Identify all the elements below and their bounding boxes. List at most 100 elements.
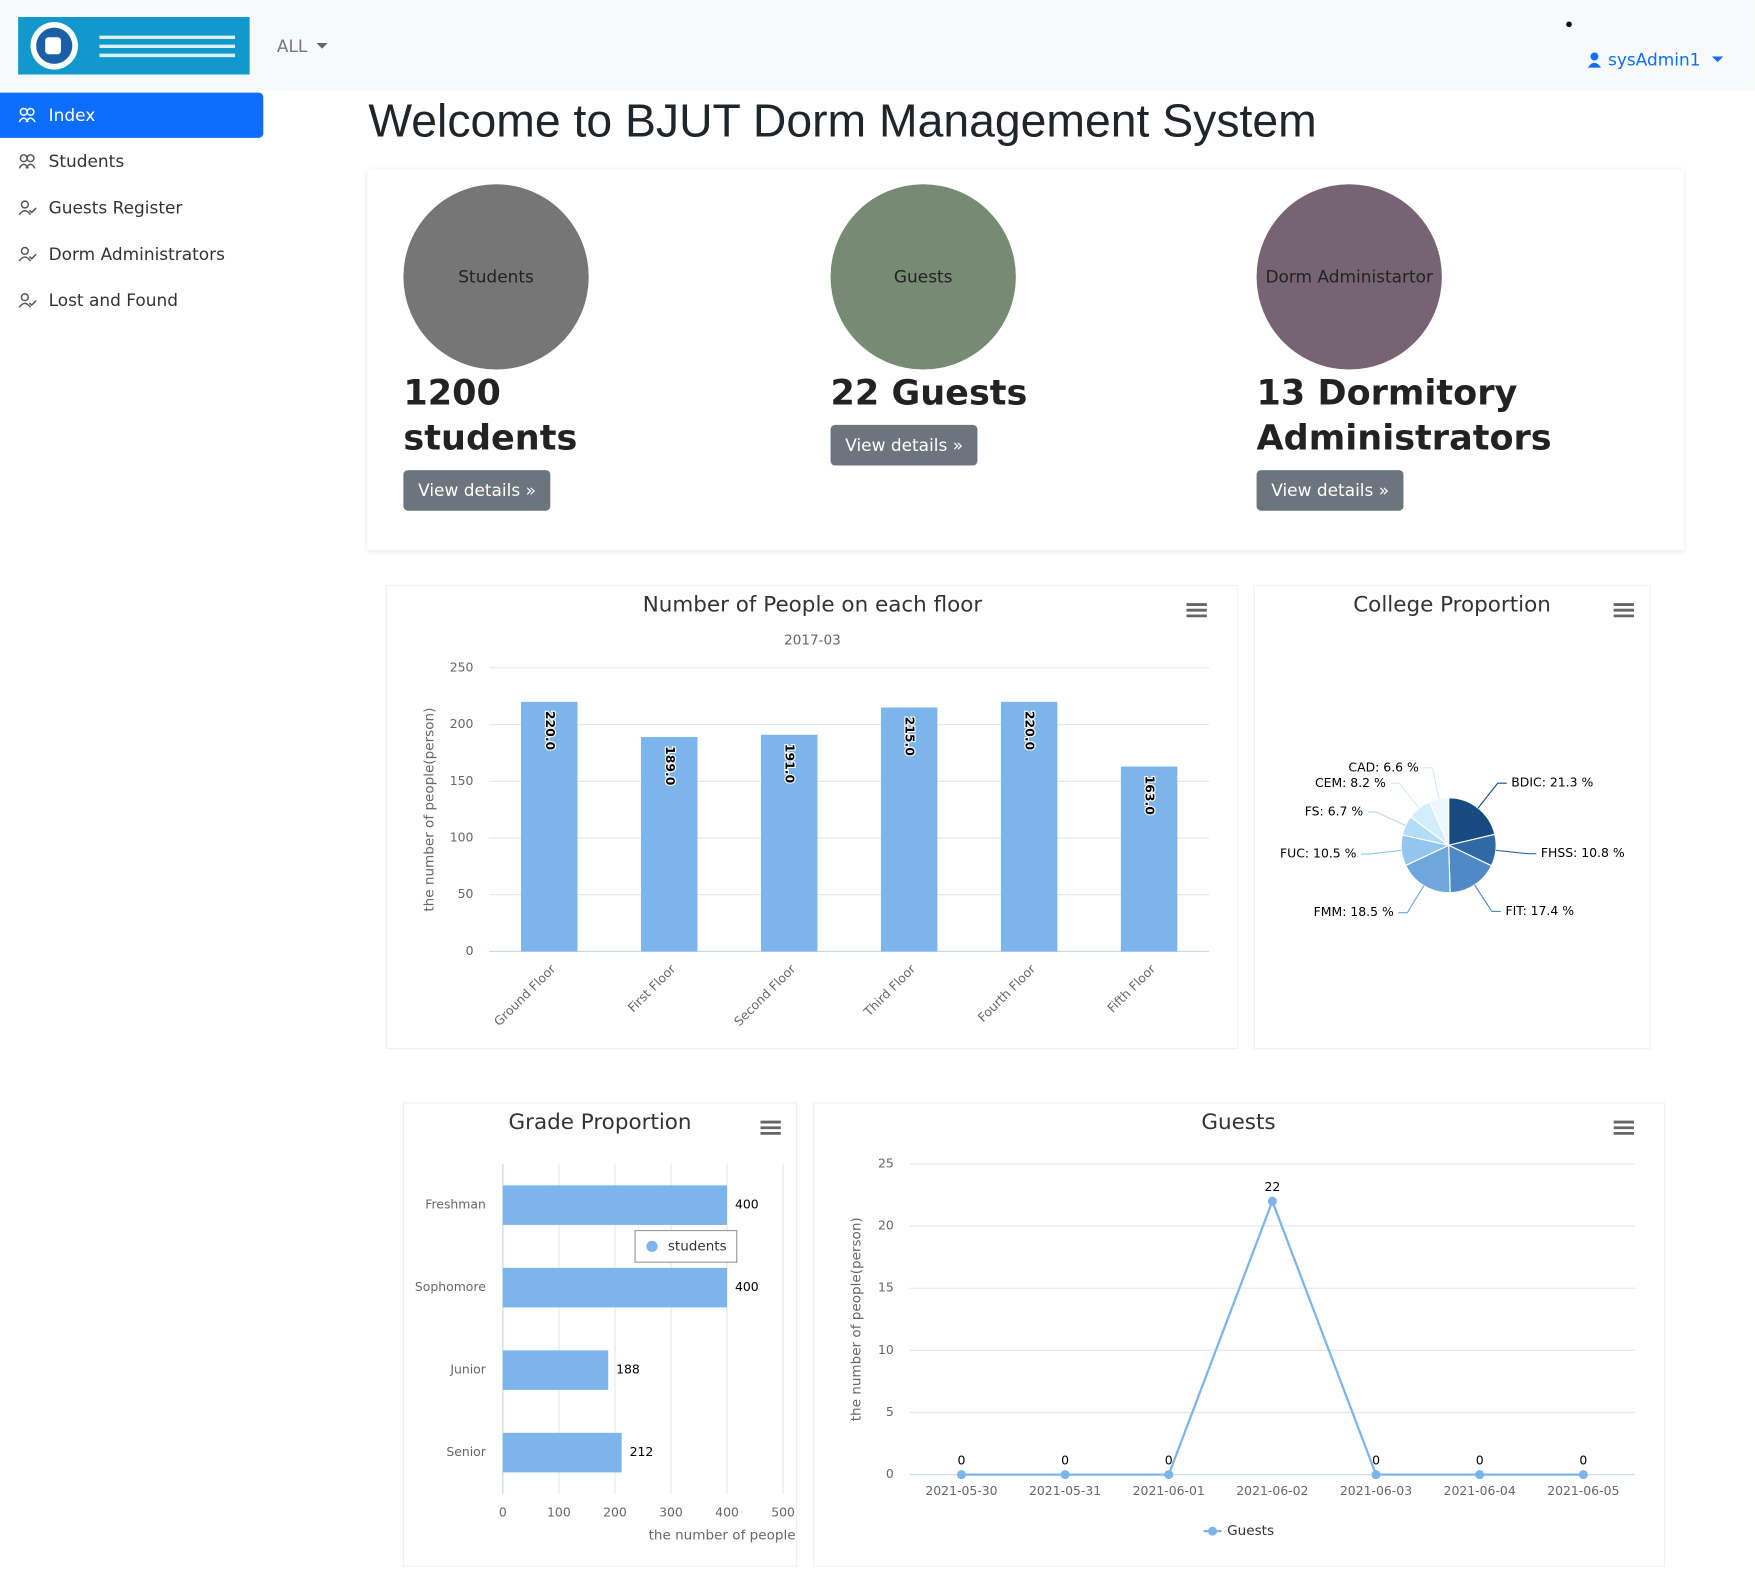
- circle: Dorm Administartor: [1256, 184, 1442, 370]
- data-label: CAD: 6.6 %: [1348, 759, 1419, 774]
- y-tick-label: 50: [458, 886, 474, 901]
- leader-line: [1398, 885, 1425, 914]
- data-label: FIT: 17.4 %: [1505, 903, 1574, 918]
- filter-label: ALL: [276, 36, 308, 57]
- legend-marker: [1207, 1526, 1218, 1536]
- leader-line: [1390, 782, 1420, 809]
- view-details-button[interactable]: View details »: [1256, 470, 1404, 511]
- data-label: 0: [1061, 1453, 1069, 1468]
- data-label: 0: [958, 1453, 966, 1468]
- point: [1475, 1470, 1485, 1480]
- pie-slice: [1404, 844, 1451, 894]
- point: [956, 1470, 966, 1480]
- data-label: FUC: 10.5 %: [1280, 845, 1357, 860]
- pie-slice: [1428, 797, 1450, 846]
- data-label: 191.0: [783, 744, 798, 784]
- x-tick-label: 2021-06-05: [1547, 1483, 1619, 1498]
- y-tick-label: 5: [886, 1404, 894, 1419]
- y-tick-label: Freshman: [425, 1197, 486, 1212]
- y-tick-label: 0: [886, 1466, 894, 1481]
- leader-line: [1474, 884, 1501, 913]
- point: [1060, 1470, 1070, 1480]
- pie-slice: [1448, 797, 1496, 846]
- point: [1578, 1470, 1588, 1480]
- menu-icon[interactable]: [1613, 603, 1634, 618]
- caret: [316, 42, 328, 49]
- bar: [521, 701, 578, 952]
- sidebar-item[interactable]: Index: [0, 92, 264, 138]
- sidebar-label: Students: [48, 151, 125, 172]
- data-label: 0: [1165, 1453, 1173, 1468]
- data-label: 220.0: [1023, 711, 1038, 751]
- header: ALL sysAdmin1: [0, 0, 1755, 91]
- x-tick-label: 2021-06-03: [1340, 1483, 1412, 1498]
- sidebar-item[interactable]: Dorm Administrators: [0, 232, 263, 277]
- x-tick-label: 200: [603, 1505, 627, 1520]
- bar: [502, 1267, 728, 1308]
- y-tick-label: Sophomore: [415, 1279, 486, 1294]
- leader-line: [1495, 849, 1537, 855]
- bar: [502, 1185, 728, 1225]
- y-tick-label: 0: [466, 943, 474, 958]
- y-tick-label: 25: [878, 1155, 894, 1170]
- dot: [1566, 21, 1572, 28]
- logo[interactable]: [18, 16, 250, 75]
- x-tick-label: 0: [499, 1505, 507, 1520]
- x-tick-label: 2021-06-04: [1444, 1483, 1516, 1498]
- icon: [18, 246, 37, 262]
- count: 13 Dormitory Administrators: [1256, 372, 1552, 459]
- user-icon: [1587, 52, 1602, 68]
- user-menu[interactable]: sysAdmin1: [1587, 50, 1728, 70]
- x-tick-label: 300: [659, 1505, 683, 1520]
- point: [1267, 1196, 1277, 1206]
- bar: [502, 1350, 609, 1390]
- data-label: 215.0: [903, 717, 918, 757]
- y-tick-label: 200: [450, 716, 474, 731]
- view-details-button[interactable]: View details »: [830, 424, 978, 466]
- leader-line: [1367, 811, 1406, 826]
- sidebar-item[interactable]: Guests Register: [0, 185, 263, 230]
- circle: Guests: [830, 184, 1016, 370]
- y-tick-label: Junior: [449, 1362, 486, 1377]
- sidebar-item[interactable]: Lost and Found: [0, 278, 263, 323]
- circle-label: Dorm Administartor: [1265, 266, 1433, 288]
- page-title: Welcome to BJUT Dorm Management System: [368, 94, 1317, 147]
- menu-icon[interactable]: [760, 1120, 781, 1135]
- icon: [18, 107, 36, 123]
- x-tick-label: 2021-06-01: [1133, 1483, 1205, 1498]
- data-label: FS: 6.7 %: [1305, 804, 1364, 819]
- data-label: 400: [735, 1279, 759, 1294]
- menu-icon[interactable]: [1613, 1120, 1634, 1135]
- menu-icon[interactable]: [1186, 603, 1207, 618]
- sidebar-item[interactable]: Students: [0, 139, 263, 184]
- bar: [1120, 766, 1178, 952]
- bar: [1000, 701, 1058, 952]
- data-label: 188: [616, 1362, 640, 1377]
- bar: [760, 734, 818, 952]
- x-tick-label: 100: [547, 1505, 571, 1520]
- data-label: 22: [1264, 1179, 1280, 1194]
- y-tick-label: Senior: [446, 1444, 486, 1459]
- sidebar-label: Guests Register: [48, 197, 183, 219]
- legend-marker: [646, 1240, 658, 1253]
- chart-subtitle: 2017-03: [784, 633, 841, 649]
- count: 22 Guests: [830, 372, 1028, 414]
- view-details-button[interactable]: View details »: [403, 470, 551, 511]
- leader-line: [1477, 782, 1507, 809]
- filter-dropdown[interactable]: ALL: [276, 36, 332, 57]
- sidebar-label: Dorm Administrators: [48, 244, 225, 265]
- data-label: 189.0: [663, 746, 678, 786]
- data-label: 212: [630, 1444, 654, 1459]
- user-name: sysAdmin1: [1607, 49, 1701, 71]
- chart-title: Guests: [1201, 1110, 1275, 1135]
- icon: [18, 293, 37, 308]
- leader-line: [1423, 767, 1440, 799]
- y-axis-label: the number of people(person): [421, 708, 437, 912]
- y-axis-label: the number of people(person): [849, 1217, 865, 1421]
- y-tick-label: 20: [878, 1218, 894, 1233]
- chart-title: College Proportion: [1353, 593, 1551, 618]
- data-label: BDIC: 21.3 %: [1511, 775, 1593, 790]
- data-label: 0: [1372, 1453, 1380, 1468]
- data-label: FHSS: 10.8 %: [1541, 845, 1625, 860]
